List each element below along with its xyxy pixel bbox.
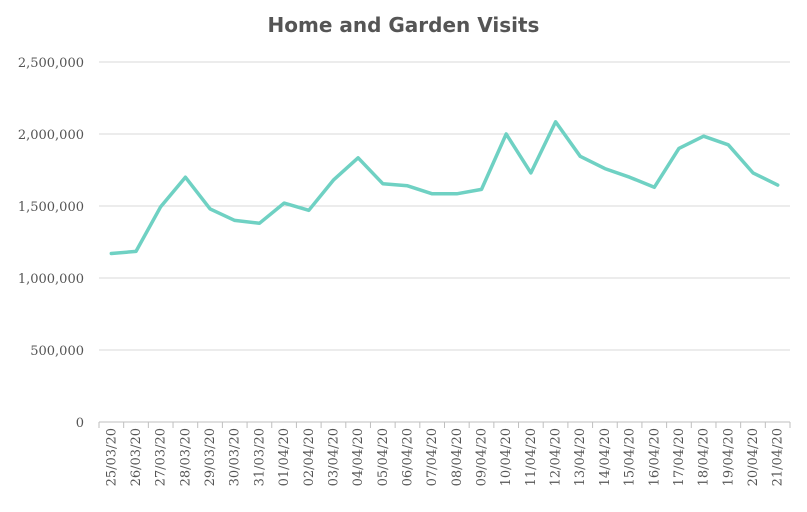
y-tick-label: 2,500,000 [18,56,84,71]
x-tick-label: 03/04/20 [326,428,341,486]
x-tick-label: 16/04/20 [647,428,662,486]
data-point [554,120,558,124]
x-tick-label: 05/04/20 [376,428,391,486]
y-tick-label: 500,000 [30,344,84,359]
x-tick-label: 27/03/20 [154,428,169,486]
data-point [183,175,187,179]
x-tick-label: 31/03/20 [252,428,267,486]
data-point [504,132,508,136]
data-point [159,205,163,209]
data-point [751,171,755,175]
data-point [356,156,360,160]
series-line [109,120,780,256]
data-point [208,207,212,211]
data-point [405,184,409,188]
data-point [726,143,730,147]
x-tick-label: 08/04/20 [450,428,465,486]
data-point [109,252,113,256]
x-tick-label: 14/04/20 [598,428,613,486]
x-tick-label: 06/04/20 [400,428,415,486]
data-point [233,218,237,222]
data-point [677,146,681,150]
x-tick-label: 17/04/20 [672,428,687,486]
data-point [455,192,459,196]
y-tick-label: 1,500,000 [18,200,84,215]
data-point [529,171,533,175]
x-tick-label: 25/03/20 [104,428,119,486]
x-tick-label: 15/04/20 [623,428,638,486]
x-tick-label: 02/04/20 [302,428,317,486]
y-tick-label: 0 [76,416,84,431]
x-tick-label: 18/04/20 [697,428,712,486]
chart-title: Home and Garden Visits [267,13,540,37]
x-tick-label: 28/03/20 [178,428,193,486]
x-tick-label: 30/03/20 [228,428,243,486]
data-point [578,154,582,158]
x-tick-label: 12/04/20 [549,428,564,486]
x-tick-label: 29/03/20 [203,428,218,486]
x-tick-label: 20/04/20 [746,428,761,486]
x-tick-label: 26/03/20 [129,428,144,486]
data-point [134,249,138,253]
x-tick-label: 19/04/20 [721,428,736,486]
y-tick-label: 1,000,000 [18,272,84,287]
data-point [652,185,656,189]
data-point [331,178,335,182]
data-point [307,208,311,212]
x-tick-label: 07/04/20 [425,428,440,486]
data-point [628,175,632,179]
x-tick-label: 11/04/20 [524,428,539,486]
y-tick-label: 2,000,000 [18,128,84,143]
data-point [282,201,286,205]
x-tick-label: 01/04/20 [277,428,292,486]
data-point [257,221,261,225]
x-tick-label: 04/04/20 [351,428,366,486]
x-tick-label: 21/04/20 [771,428,786,486]
x-tick-label: 13/04/20 [573,428,588,486]
data-point [603,167,607,171]
data-point [702,134,706,138]
x-tick-label: 10/04/20 [499,428,514,486]
x-tick-label: 09/04/20 [475,428,490,486]
data-point [776,183,780,187]
data-point [480,187,484,191]
data-point [381,182,385,186]
data-point [430,192,434,196]
